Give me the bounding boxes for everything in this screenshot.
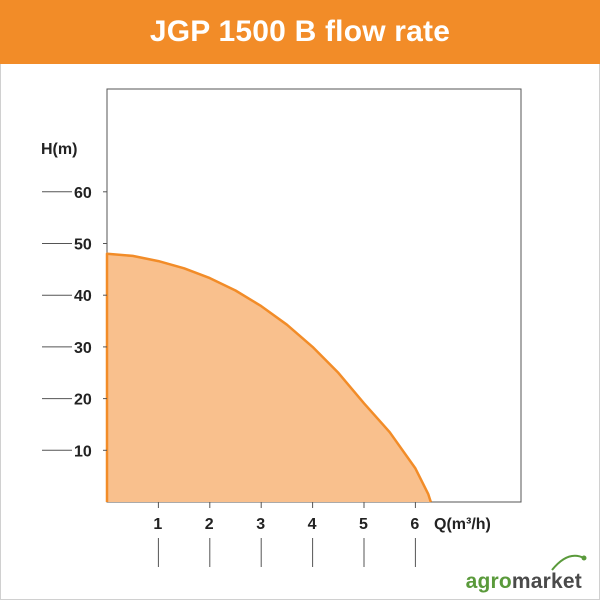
agromarket-logo: agromarket xyxy=(466,570,582,594)
chart-title: JGP 1500 B flow rate xyxy=(149,15,451,48)
y-tick-label: 60 xyxy=(74,185,92,202)
y-tick-label: 30 xyxy=(74,340,92,357)
title-banner: JGP 1500 B flow rate xyxy=(0,0,600,64)
logo-leaf-icon xyxy=(551,554,587,571)
y-tick-label: 40 xyxy=(74,288,92,305)
flow-area xyxy=(107,253,431,502)
x-tick-label: 1 xyxy=(153,516,162,533)
y-tick-label: 10 xyxy=(74,443,92,460)
y-tick-label: 50 xyxy=(74,237,92,254)
logo-text-agro: agro xyxy=(465,570,512,593)
x-tick-label: 5 xyxy=(359,516,368,533)
x-tick-label: 3 xyxy=(256,516,265,533)
x-tick-label: 6 xyxy=(410,516,419,533)
logo-text-market: market xyxy=(511,570,582,593)
flow-curve-line xyxy=(105,252,432,503)
y-tick-label: 20 xyxy=(74,392,92,409)
x-tick-label: 2 xyxy=(205,516,214,533)
x-tick-label: 4 xyxy=(308,516,317,533)
x-axis-label: Q(m³/h) xyxy=(434,516,491,533)
y-axis-label: H(m) xyxy=(41,141,77,158)
